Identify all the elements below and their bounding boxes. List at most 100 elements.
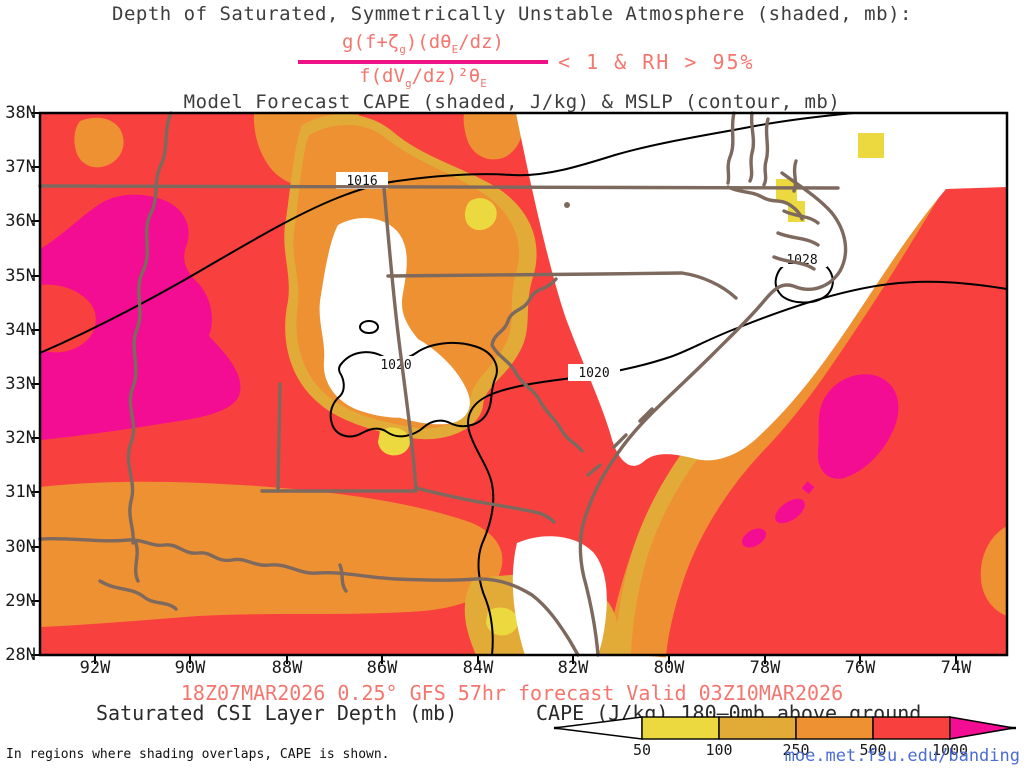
border-al-ga <box>382 186 418 492</box>
lon-label-74w: 74W <box>940 658 972 678</box>
shade-yellow-sliver-a <box>464 198 497 231</box>
colorbar-tick-50: 50 <box>633 741 651 758</box>
lon-label-76w: 76W <box>844 658 876 678</box>
num-sub-g: g <box>399 42 406 56</box>
num-part: g(f+ζ <box>342 31 400 53</box>
map-marker-dot <box>564 202 570 208</box>
coastal-inlet-a <box>638 407 654 423</box>
contour-1020-long <box>467 280 1008 656</box>
lat-label-35n: 35N <box>5 266 36 286</box>
shade-orange-top-b <box>463 113 523 160</box>
border-nc-sc <box>386 271 738 300</box>
nc-sound-b <box>776 231 820 247</box>
page-title: Depth of Saturated, Symmetrically Unstab… <box>112 3 912 25</box>
formula-condition: < 1 & RH > 95% <box>558 50 755 74</box>
mobile-bay <box>338 563 348 593</box>
lat-label-32n: 32N <box>5 428 36 448</box>
coastal-inlet-b <box>612 433 628 449</box>
lon-label-92w: 92W <box>79 658 111 678</box>
colorbar-seg-yellow <box>641 716 720 740</box>
lat-label-33n: 33N <box>5 374 36 394</box>
contour-label-1028: 1028 <box>786 253 817 268</box>
lon-label-80w: 80W <box>653 658 685 678</box>
colorbar-tick-500: 500 <box>859 741 886 758</box>
contour-1020-loop <box>329 341 498 438</box>
colorbar-seg-white <box>553 716 643 740</box>
lat-label-28n: 28N <box>5 645 36 665</box>
colorbar-seg-magenta <box>949 716 1015 740</box>
colorbar-tick-100: 100 <box>705 741 732 758</box>
num-part: /dz) <box>458 31 504 53</box>
den-sub-E: E <box>480 76 487 90</box>
formula-denominator: f(dVg/dz)²θE <box>288 65 558 90</box>
den-part: f(dV <box>359 65 405 87</box>
lon-label-82w: 82W <box>557 658 589 678</box>
overlap-note: In regions where shading overlaps, CAPE … <box>6 747 390 762</box>
louisiana-inlet <box>134 541 140 583</box>
lon-label-78w: 78W <box>749 658 781 678</box>
border-ms-al <box>276 382 282 493</box>
coastal-inlet-c <box>586 463 602 477</box>
contour-label-1020-east: 1020 <box>578 366 609 381</box>
shade-orange-gulf <box>40 481 503 627</box>
shading-colorbar: 50 100 250 500 1000 <box>553 716 1016 758</box>
border-fl-ga <box>414 486 556 524</box>
lat-label-34n: 34N <box>5 320 36 340</box>
lat-label-31n: 31N <box>5 482 36 502</box>
contour-label-box <box>370 356 422 373</box>
num-part: )(dθ <box>405 31 452 53</box>
source-link[interactable]: moe.met.fsu.edu/banding <box>784 746 1020 766</box>
colorbar-seg-gold <box>718 716 797 740</box>
gulf-coastline <box>38 536 580 657</box>
forecast-valid-line: 18Z07MAR2026 0.25° GFS 57hr forecast Val… <box>180 681 844 705</box>
chesapeake-south-shore <box>726 185 804 221</box>
lat-label-37n: 37N <box>5 157 36 177</box>
shade-yellow-patch-c <box>858 133 884 158</box>
shade-orange-right-edge <box>980 526 1007 616</box>
louisiana-marsh <box>98 579 178 611</box>
lon-ticks <box>94 655 957 664</box>
fraction-bar <box>298 60 548 64</box>
lon-label-90w: 90W <box>174 658 206 678</box>
lon-label-88w: 88W <box>271 658 303 678</box>
forecast-map: 1016 1020 1020 1028 <box>31 111 1009 664</box>
shade-orange-topleft <box>74 117 124 168</box>
csi-scale-label: Saturated CSI Layer Depth (mb) <box>96 701 458 725</box>
lat-ticks <box>31 112 40 656</box>
colorbar-tick-1000: 1000 <box>932 741 968 758</box>
delmarva-tip <box>792 159 798 193</box>
atlantic-coastline <box>578 171 848 657</box>
contour-label-1020-west: 1020 <box>380 358 411 373</box>
shade-yellow-patch-a <box>776 179 797 202</box>
den-sub-g: g <box>404 76 412 90</box>
state-borders-and-coastline <box>38 111 848 657</box>
chesapeake-bay-c <box>762 117 770 187</box>
lat-label-36n: 36N <box>5 211 36 231</box>
shade-magenta-blob-c <box>801 481 815 495</box>
contour-label-box <box>336 172 388 189</box>
den-part: /dz)²θ <box>411 65 481 87</box>
shade-yellow-sliver-b <box>378 427 410 456</box>
mississippi-river <box>126 111 173 545</box>
map-subtitle: Model Forecast CAPE (shaded, J/kg) & MSL… <box>183 91 841 113</box>
chesapeake-bay-a <box>726 111 736 185</box>
lat-label-30n: 30N <box>5 537 36 557</box>
contour-small-closed <box>359 320 379 334</box>
lon-label-84w: 84W <box>462 658 494 678</box>
colorbar-seg-orange <box>795 716 874 740</box>
contour-label-box <box>568 364 620 381</box>
shade-clear-bottom <box>512 536 607 655</box>
lon-label-86w: 86W <box>366 658 398 678</box>
num-sub-E: E <box>451 42 459 56</box>
colorbar-seg-red <box>872 716 951 740</box>
formula-numerator: g(f+ζg)(dθE/dz) <box>288 31 558 56</box>
border-ga-sc-river <box>490 277 584 453</box>
nc-sound-a <box>782 209 820 225</box>
chesapeake-bay-b <box>748 111 756 183</box>
shade-yellow-bottom <box>486 607 518 636</box>
contour-1016 <box>39 112 855 354</box>
lat-label-38n: 38N <box>5 103 36 123</box>
shade-magenta-blob-a <box>775 498 805 524</box>
shade-clear-northeast <box>516 113 1007 466</box>
